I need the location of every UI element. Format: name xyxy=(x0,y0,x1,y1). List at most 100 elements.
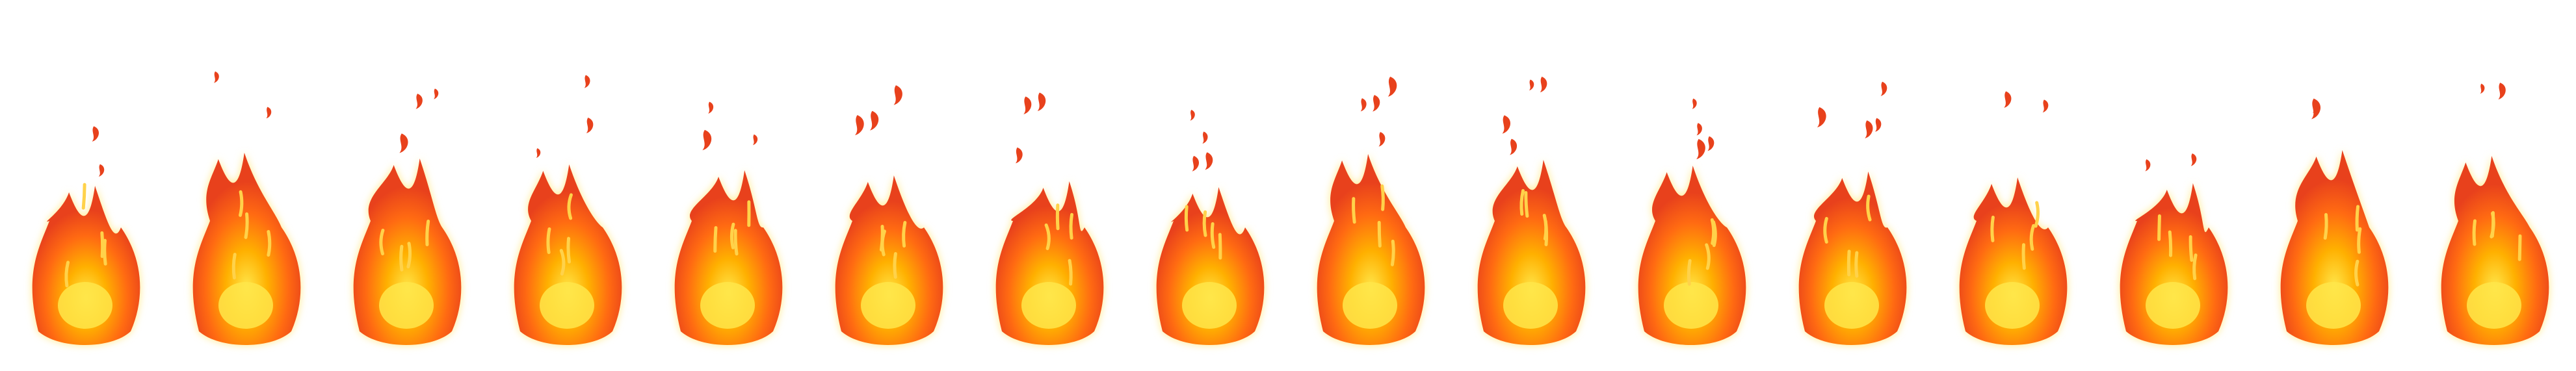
ember xyxy=(855,115,864,136)
ember xyxy=(1865,120,1873,138)
flame-highlight xyxy=(2157,214,2161,241)
flame-highlight xyxy=(559,249,566,276)
flame-highlight xyxy=(1710,218,1716,245)
flame-highlight xyxy=(1202,210,1207,237)
ember xyxy=(1817,107,1826,128)
flame-highlight xyxy=(2021,243,2026,270)
flame-highlight xyxy=(1390,239,1395,266)
ember xyxy=(1023,96,1032,114)
ember xyxy=(1540,76,1547,93)
ember xyxy=(1696,138,1705,160)
ember xyxy=(1378,132,1386,147)
ember xyxy=(92,126,99,142)
flame-highlight xyxy=(1380,184,1385,211)
ember xyxy=(2498,83,2506,100)
flame-frame-2 xyxy=(166,0,326,371)
flame-highlight xyxy=(2354,259,2359,287)
flame-frame-15 xyxy=(2254,0,2414,371)
ember xyxy=(870,110,879,131)
ember xyxy=(1707,136,1715,151)
ember xyxy=(1360,98,1367,112)
ember xyxy=(1190,109,1195,121)
flame-highlight xyxy=(267,230,272,257)
flame-highlight xyxy=(546,227,551,255)
flame-highlight xyxy=(1055,203,1060,231)
flame-icon xyxy=(1317,77,1425,345)
flame-icon xyxy=(1638,98,1746,345)
flame-core xyxy=(1824,282,1879,329)
ember xyxy=(1037,92,1046,112)
ember xyxy=(2480,83,2485,94)
ember xyxy=(213,71,219,83)
ember xyxy=(415,94,423,109)
ember xyxy=(893,85,902,105)
flame-body xyxy=(1317,154,1425,345)
flame-highlight xyxy=(1705,243,1711,270)
flame-highlight xyxy=(244,212,249,239)
flame-highlight xyxy=(1352,197,1356,224)
flame-body xyxy=(192,153,301,345)
ember xyxy=(2190,153,2197,166)
flame-highlight xyxy=(566,237,572,264)
flame-highlight xyxy=(2517,234,2522,261)
flame-highlight xyxy=(2192,253,2198,281)
flame-frame-13 xyxy=(1932,0,2093,371)
flame-highlight xyxy=(1990,215,1995,242)
flame-icon xyxy=(835,85,943,345)
ember xyxy=(1205,152,1213,170)
flame-highlight xyxy=(2188,235,2194,262)
flame-highlight xyxy=(729,222,735,249)
flame-frame-11 xyxy=(1611,0,1772,371)
flame-highlight xyxy=(1068,259,1073,286)
flame-highlight xyxy=(2034,201,2040,228)
flame-core xyxy=(379,282,434,329)
flame-highlight xyxy=(1184,205,1189,232)
flame-highlight xyxy=(2357,227,2362,254)
flame-highlight xyxy=(1854,251,1859,278)
ember xyxy=(434,88,439,99)
ember xyxy=(1692,98,1697,109)
ember xyxy=(1502,115,1511,134)
ember xyxy=(702,129,712,151)
flame-icon xyxy=(2120,153,2228,345)
flame-highlight xyxy=(733,229,739,256)
ember xyxy=(536,148,541,158)
flame-frame-12 xyxy=(1772,0,1932,371)
ember xyxy=(584,75,590,88)
ember xyxy=(1015,147,1023,164)
flame-core xyxy=(1343,282,1397,329)
ember xyxy=(1696,123,1702,136)
flame-highlight xyxy=(902,221,907,248)
flame-highlight xyxy=(1519,189,1525,216)
flame-core xyxy=(540,282,594,329)
flame-highlight xyxy=(1687,259,1692,286)
ember xyxy=(399,133,408,153)
flame-icon xyxy=(1477,76,1586,345)
flame-core xyxy=(861,282,915,329)
flame-core xyxy=(58,282,112,329)
flame-body xyxy=(2280,150,2389,345)
flame-icon xyxy=(2441,83,2549,345)
flame-icon xyxy=(514,75,622,345)
flame-icon xyxy=(32,126,140,345)
flame-highlight xyxy=(2355,205,2360,232)
flame-core xyxy=(1664,282,1718,329)
flame-frame-7 xyxy=(969,0,1129,371)
ember xyxy=(586,118,594,134)
flame-highlight xyxy=(425,219,430,246)
flame-frame-5 xyxy=(648,0,808,371)
flame-highlight xyxy=(379,229,385,256)
ember xyxy=(2042,99,2049,113)
flame-frame-3 xyxy=(326,0,487,371)
ember xyxy=(1875,118,1882,132)
ember xyxy=(98,164,105,177)
flame-icon xyxy=(674,101,783,345)
flame-icon xyxy=(995,92,1104,345)
flame-core xyxy=(1182,282,1237,329)
flame-core xyxy=(1503,282,1558,329)
flame-highlight xyxy=(399,244,404,272)
flame-highlight xyxy=(239,190,244,217)
ember xyxy=(752,134,758,146)
ember xyxy=(2145,159,2151,172)
ember xyxy=(2312,101,2318,113)
